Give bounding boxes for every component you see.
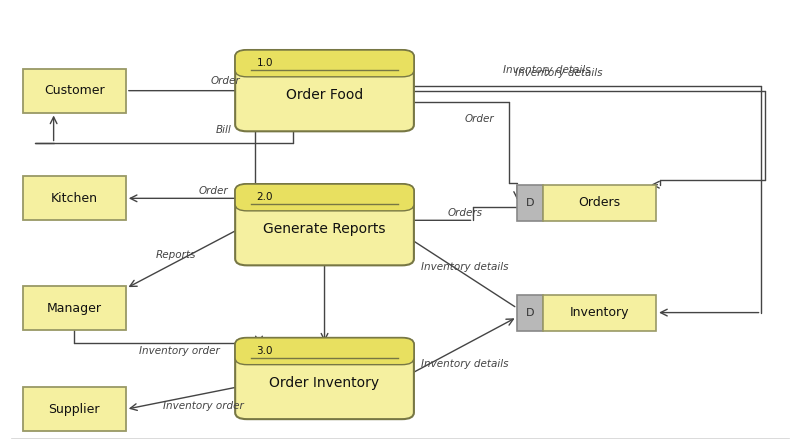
Text: Inventory: Inventory	[570, 306, 629, 319]
Text: Generate Reports: Generate Reports	[263, 222, 386, 236]
FancyBboxPatch shape	[542, 295, 656, 331]
FancyBboxPatch shape	[235, 184, 414, 211]
FancyBboxPatch shape	[22, 387, 126, 431]
Text: D: D	[526, 307, 534, 318]
Text: Inventory order: Inventory order	[162, 401, 243, 411]
FancyBboxPatch shape	[22, 176, 126, 220]
Text: Inventory details: Inventory details	[422, 359, 509, 369]
Text: Inventory order: Inventory order	[138, 346, 219, 356]
FancyBboxPatch shape	[235, 50, 414, 77]
FancyBboxPatch shape	[235, 338, 414, 364]
Text: Inventory details: Inventory details	[503, 65, 590, 75]
Text: 3.0: 3.0	[257, 346, 273, 356]
Text: Orders: Orders	[448, 208, 482, 218]
FancyBboxPatch shape	[235, 184, 414, 265]
Text: Supplier: Supplier	[49, 403, 100, 416]
FancyBboxPatch shape	[517, 295, 542, 331]
Text: Kitchen: Kitchen	[50, 192, 98, 205]
FancyBboxPatch shape	[542, 185, 656, 221]
Text: Manager: Manager	[46, 302, 102, 315]
Text: D: D	[526, 198, 534, 208]
FancyBboxPatch shape	[517, 185, 542, 221]
Text: Order: Order	[465, 114, 494, 124]
Text: Order Inventory: Order Inventory	[270, 376, 379, 390]
FancyBboxPatch shape	[22, 69, 126, 113]
Text: 1.0: 1.0	[257, 58, 273, 69]
Text: Order: Order	[210, 76, 240, 86]
Text: Order: Order	[198, 186, 228, 196]
Text: Inventory details: Inventory details	[515, 68, 602, 78]
Text: Orders: Orders	[578, 196, 621, 209]
Text: Order Food: Order Food	[286, 88, 363, 102]
Text: Inventory details: Inventory details	[422, 262, 509, 272]
Text: 2.0: 2.0	[257, 192, 273, 202]
Text: Reports: Reports	[156, 251, 196, 260]
Text: Customer: Customer	[44, 84, 105, 97]
FancyBboxPatch shape	[235, 338, 414, 419]
FancyBboxPatch shape	[235, 50, 414, 131]
Text: Bill: Bill	[216, 125, 231, 135]
FancyBboxPatch shape	[22, 286, 126, 330]
